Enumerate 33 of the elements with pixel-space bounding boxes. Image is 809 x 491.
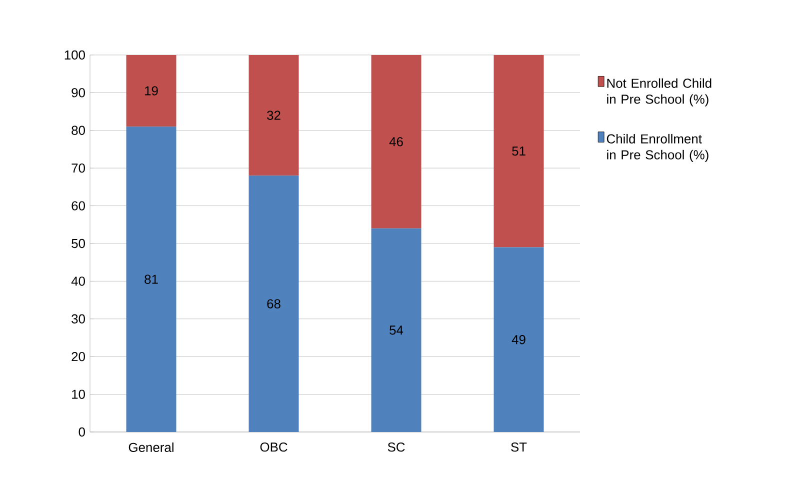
y-tick-label: 0 <box>78 427 85 437</box>
y-tick-label: 90 <box>72 88 85 98</box>
bar <box>126 54 176 127</box>
data-label: 51 <box>512 146 526 156</box>
bar <box>494 247 544 432</box>
y-tick-label: 70 <box>72 163 85 173</box>
y-tick-label: 50 <box>72 238 85 248</box>
y-tick-label: 100 <box>64 50 85 60</box>
x-tick-label: General <box>128 442 174 452</box>
legend-label: Child Enrollment in Pre School (%) <box>606 134 708 162</box>
y-tick-label: 10 <box>72 390 85 399</box>
y-tick-label: 60 <box>72 201 85 210</box>
data-label: 68 <box>267 299 280 308</box>
bar <box>248 54 299 176</box>
x-tick-label: SC <box>388 442 405 452</box>
y-tick-label: 80 <box>72 126 85 135</box>
data-label: 46 <box>389 137 403 146</box>
data-label: 49 <box>512 335 526 344</box>
bar <box>371 54 422 228</box>
bar <box>371 228 422 432</box>
x-tick-label: ST <box>511 442 527 452</box>
data-label: 19 <box>145 86 158 96</box>
y-tick-label: 30 <box>72 314 85 324</box>
x-tick-label: OBC <box>260 442 288 452</box>
data-label: 54 <box>390 326 404 335</box>
y-tick-label: 40 <box>71 276 85 286</box>
bar <box>126 126 176 432</box>
data-label: 32 <box>267 110 280 120</box>
y-tick-label: 20 <box>72 352 85 362</box>
bar <box>248 176 299 432</box>
bar <box>494 54 544 248</box>
legend-label: Not Enrolled Child in Pre School (%) <box>607 78 712 106</box>
data-label: 81 <box>144 274 158 284</box>
